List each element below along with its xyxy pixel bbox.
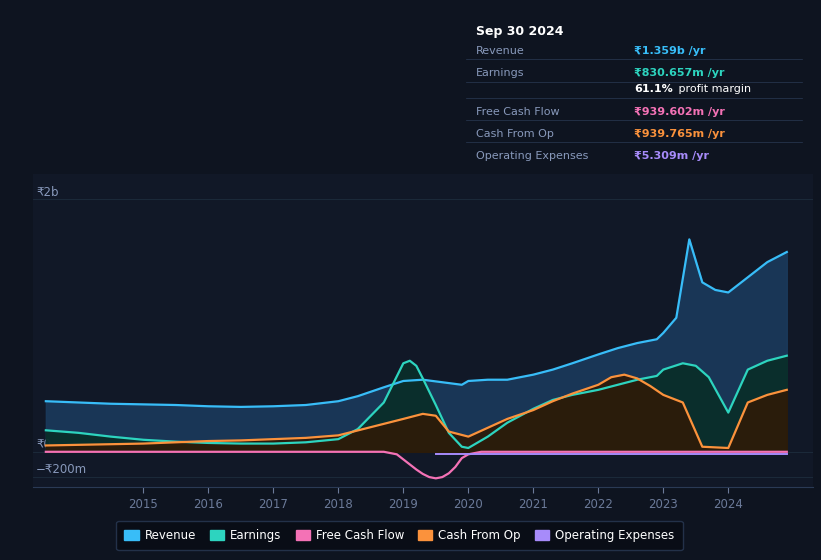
Text: Operating Expenses: Operating Expenses <box>476 151 589 161</box>
Text: ₹830.657m /yr: ₹830.657m /yr <box>634 68 724 78</box>
Text: ₹939.765m /yr: ₹939.765m /yr <box>634 129 725 139</box>
Text: profit margin: profit margin <box>675 84 751 94</box>
Text: ₹5.309m /yr: ₹5.309m /yr <box>634 151 709 161</box>
Text: Revenue: Revenue <box>476 46 525 56</box>
Text: ₹1.359b /yr: ₹1.359b /yr <box>634 46 705 56</box>
Text: Earnings: Earnings <box>476 68 525 78</box>
Text: ₹0: ₹0 <box>36 438 51 451</box>
Text: ₹939.602m /yr: ₹939.602m /yr <box>634 106 725 116</box>
Legend: Revenue, Earnings, Free Cash Flow, Cash From Op, Operating Expenses: Revenue, Earnings, Free Cash Flow, Cash … <box>117 521 682 550</box>
Text: −₹200m: −₹200m <box>36 464 87 477</box>
Text: ₹2b: ₹2b <box>36 186 58 199</box>
Text: Cash From Op: Cash From Op <box>476 129 554 139</box>
Text: 61.1%: 61.1% <box>634 84 672 94</box>
Text: Sep 30 2024: Sep 30 2024 <box>476 25 563 38</box>
Text: Free Cash Flow: Free Cash Flow <box>476 106 560 116</box>
